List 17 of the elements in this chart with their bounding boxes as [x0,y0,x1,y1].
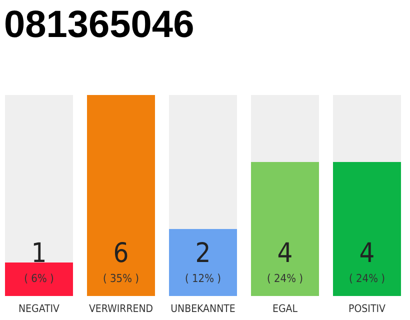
x-tick-label: VERWIRREND [88,303,154,315]
data-label: 2 [195,238,211,269]
annotation: ( 12% ) [184,272,222,285]
annotation: ( 6% ) [24,272,54,285]
x-tick-label: NEGATIV [18,303,60,315]
data-label: 1 [31,238,47,269]
data-label: 4 [359,238,375,269]
x-tick-label: EGAL [272,303,298,315]
annotation: ( 24% ) [266,272,304,285]
x-tick-label: UNBEKANNTE [170,303,236,315]
data-label: 6 [113,238,129,269]
data-label: 4 [277,238,293,269]
chart-title: 081365046 [4,4,194,46]
x-tick-label: POSITIV [348,303,386,315]
annotation: ( 24% ) [348,272,386,285]
annotation: ( 35% ) [102,272,140,285]
bar [5,262,73,296]
